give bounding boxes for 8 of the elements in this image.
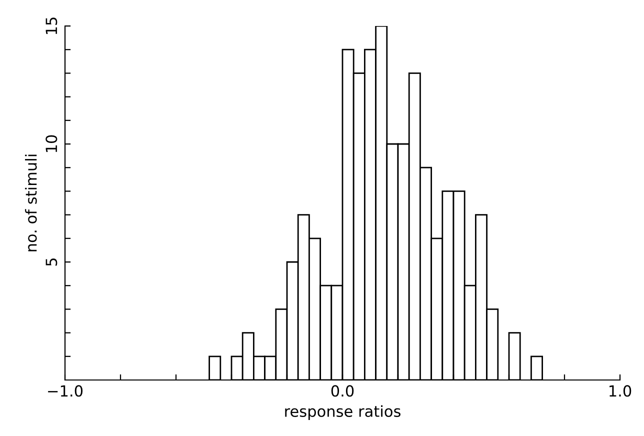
x-axis-title: response ratios [285, 405, 400, 420]
x-tick-label: 1.0 [610, 385, 632, 397]
y-axis-title: no. of stimuli [25, 154, 37, 252]
x-tick-label: 0.0 [331, 385, 354, 397]
y-tick-label: 15 [46, 18, 58, 34]
y-tick-label: 5 [46, 258, 58, 266]
x-tick-label: −1.0 [48, 385, 83, 397]
y-tick-label: 10 [46, 135, 58, 152]
